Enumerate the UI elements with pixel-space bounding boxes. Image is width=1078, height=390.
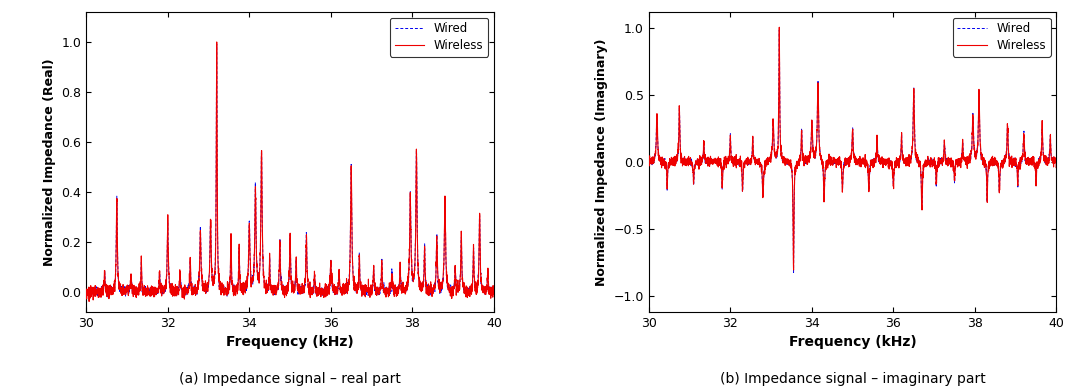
Line: Wired: Wired — [86, 44, 494, 297]
Wired — [799, 158, 812, 163]
Wired — [689, 165, 702, 169]
Wireless — [83, 299, 96, 304]
Wireless — [236, 292, 249, 296]
Wireless — [773, 25, 786, 30]
Wireless — [1042, 157, 1055, 161]
Y-axis label: Normalized Impedance (Real): Normalized Impedance (Real) — [43, 58, 56, 266]
Legend: Wired, Wireless: Wired, Wireless — [953, 18, 1051, 57]
Wired — [151, 288, 164, 292]
Text: (b) Impedance signal – imaginary part: (b) Impedance signal – imaginary part — [720, 372, 985, 386]
Wired — [1042, 155, 1055, 160]
Wireless — [998, 160, 1011, 165]
Wired — [210, 42, 223, 47]
Text: (a) Impedance signal – real part: (a) Impedance signal – real part — [179, 372, 401, 386]
Wireless — [642, 161, 655, 165]
Wired — [101, 295, 114, 300]
Line: Wired: Wired — [649, 30, 1056, 273]
Legend: Wired, Wireless: Wired, Wireless — [390, 18, 488, 57]
Wired — [816, 168, 829, 173]
Wireless — [210, 40, 223, 44]
Wireless — [1050, 161, 1063, 166]
Wireless — [80, 287, 93, 292]
Wireless — [126, 285, 139, 289]
Wired — [487, 287, 500, 291]
Wireless — [254, 238, 267, 243]
Wireless — [713, 156, 725, 161]
Wired — [436, 281, 448, 286]
Wireless — [689, 163, 702, 167]
Wired — [80, 287, 93, 292]
Y-axis label: Normalized Impedance (Imaginary): Normalized Impedance (Imaginary) — [595, 38, 608, 285]
Wireless — [816, 168, 829, 173]
X-axis label: Frequency (kHz): Frequency (kHz) — [789, 335, 916, 349]
X-axis label: Frequency (kHz): Frequency (kHz) — [226, 335, 354, 349]
Wired — [236, 288, 249, 292]
Wired — [642, 161, 655, 165]
Wireless — [787, 268, 800, 272]
Wireless — [151, 286, 164, 291]
Wired — [1050, 158, 1063, 163]
Wireless — [487, 287, 500, 292]
Wireless — [480, 287, 493, 292]
Line: Wireless: Wireless — [649, 27, 1056, 270]
Wired — [126, 287, 139, 291]
Line: Wireless: Wireless — [86, 42, 494, 301]
Wireless — [436, 286, 448, 291]
Wired — [773, 28, 786, 32]
Wired — [480, 288, 493, 292]
Wired — [998, 157, 1011, 162]
Wireless — [799, 160, 812, 165]
Wired — [787, 270, 800, 275]
Wired — [254, 238, 267, 243]
Wired — [713, 161, 725, 166]
